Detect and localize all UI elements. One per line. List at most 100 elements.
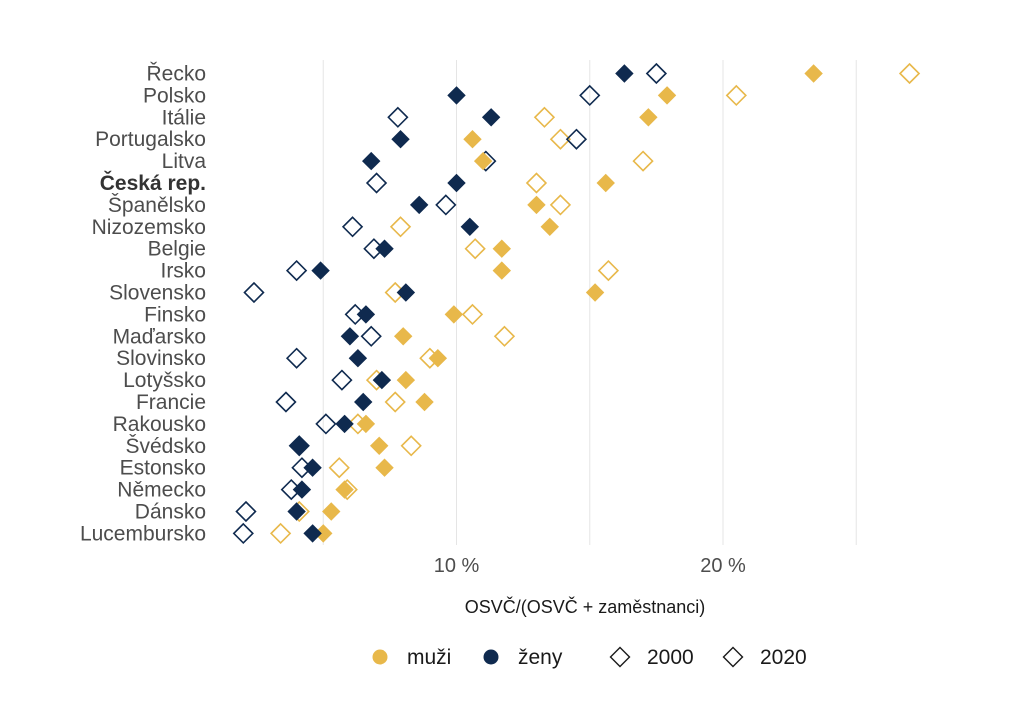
point-muzi-2020 <box>804 64 823 83</box>
point-muzi-2020 <box>356 414 376 434</box>
point-muzi-2020 <box>527 195 546 215</box>
point-zeny-2000 <box>285 347 308 369</box>
point-muzi-2020 <box>393 327 413 346</box>
legend-label-2000: 2000 <box>647 646 694 669</box>
point-zeny-2000 <box>331 369 353 391</box>
point-muzi-2020 <box>540 217 559 237</box>
point-zeny-2020 <box>375 239 394 258</box>
legend-swatch-muzi <box>372 649 388 665</box>
point-zeny-2000 <box>360 325 382 347</box>
point-muzi-2020 <box>596 173 615 193</box>
point-muzi-2000 <box>898 62 921 85</box>
legend: muži ženy 2000 2020 <box>372 646 807 669</box>
category-label: Dánsko <box>135 501 206 524</box>
point-muzi-2020 <box>370 436 389 456</box>
point-zeny-2000 <box>232 522 254 545</box>
data-points <box>232 62 921 545</box>
point-muzi-2000 <box>549 194 572 216</box>
point-muzi-2020 <box>396 370 416 390</box>
point-zeny-2020 <box>292 480 312 499</box>
point-zeny-2020 <box>356 305 376 324</box>
point-zeny-2000 <box>365 172 388 194</box>
point-muzi-2020 <box>492 239 512 258</box>
category-label: Švédsko <box>125 435 206 458</box>
point-zeny-2020 <box>447 173 466 193</box>
point-zeny-2020 <box>290 436 309 456</box>
point-zeny-2000 <box>565 128 588 150</box>
point-zeny-2020 <box>396 283 416 302</box>
point-zeny-2020 <box>340 327 360 346</box>
point-muzi-2020 <box>428 348 448 368</box>
point-zeny-2020 <box>348 348 368 368</box>
point-zeny-2020 <box>481 108 501 127</box>
x-axis-title: OSVČ/(OSVČ + zaměstnanci) <box>465 596 706 617</box>
point-muzi-2000 <box>461 303 484 326</box>
legend-swatch-2020 <box>722 646 744 668</box>
point-zeny-2020 <box>287 502 306 521</box>
point-muzi-2020 <box>335 480 354 499</box>
category-label: Slovinsko <box>116 347 206 370</box>
point-zeny-2020 <box>362 151 381 171</box>
x-axis: 10 % 20 % <box>434 555 746 577</box>
point-zeny-2020 <box>447 86 466 105</box>
point-zeny-2020 <box>303 524 322 543</box>
point-muzi-2000 <box>389 216 412 238</box>
point-muzi-2020 <box>585 283 605 302</box>
category-label: Řecko <box>146 63 206 86</box>
point-muzi-2000 <box>597 259 620 282</box>
legend-swatch-zeny <box>483 649 499 665</box>
category-label: Nizozemsko <box>92 216 206 239</box>
point-zeny-2000 <box>435 194 457 216</box>
point-zeny-2020 <box>372 370 392 390</box>
point-muzi-2020 <box>473 151 493 171</box>
point-muzi-2020 <box>415 392 434 412</box>
x-tick-label: 10 % <box>434 555 480 577</box>
legend-swatch-2000 <box>609 646 631 668</box>
category-label: Česká rep. <box>100 171 206 195</box>
point-muzi-2000 <box>328 457 350 479</box>
point-muzi-2000 <box>269 522 292 545</box>
point-muzi-2000 <box>549 128 572 150</box>
point-zeny-2020 <box>460 217 480 237</box>
point-zeny-2000 <box>315 413 337 435</box>
point-zeny-2000 <box>275 391 297 413</box>
legend-label-2020: 2020 <box>760 646 807 669</box>
point-muzi-2000 <box>400 435 422 457</box>
category-label: Rakousko <box>113 413 206 436</box>
category-label: Portugalsko <box>95 128 206 151</box>
point-muzi-2020 <box>322 502 341 521</box>
category-label: Slovensko <box>109 282 206 305</box>
point-zeny-2020 <box>391 129 410 149</box>
point-muzi-2020 <box>375 458 394 477</box>
category-label: Irsko <box>160 260 206 283</box>
point-muzi-2000 <box>493 325 516 347</box>
point-muzi-2020 <box>657 86 677 105</box>
gridlines <box>322 60 857 545</box>
category-label: Německo <box>117 479 206 502</box>
category-label: Lucembursko <box>80 522 206 545</box>
category-label: Belgie <box>148 238 206 261</box>
category-label: Španělsko <box>108 194 206 217</box>
point-muzi-2000 <box>632 150 654 172</box>
category-label: Itálie <box>162 106 206 129</box>
point-zeny-2000 <box>288 435 310 457</box>
point-zeny-2020 <box>409 195 429 215</box>
point-muzi-2000 <box>384 391 406 413</box>
point-muzi-2000 <box>464 238 486 260</box>
point-zeny-2000 <box>285 259 308 282</box>
legend-label-zeny: ženy <box>518 646 563 669</box>
category-label: Finsko <box>144 303 206 326</box>
category-label: Litva <box>162 150 207 173</box>
point-zeny-2000 <box>645 62 668 85</box>
point-zeny-2020 <box>354 392 373 412</box>
point-zeny-2020 <box>615 64 634 83</box>
point-zeny-2000 <box>387 106 409 128</box>
category-label: Francie <box>136 391 206 414</box>
point-zeny-2020 <box>335 414 354 434</box>
point-zeny-2000 <box>579 84 601 107</box>
legend-label-muzi: muži <box>407 646 451 669</box>
point-zeny-2020 <box>311 261 330 280</box>
x-tick-label: 20 % <box>700 555 746 577</box>
